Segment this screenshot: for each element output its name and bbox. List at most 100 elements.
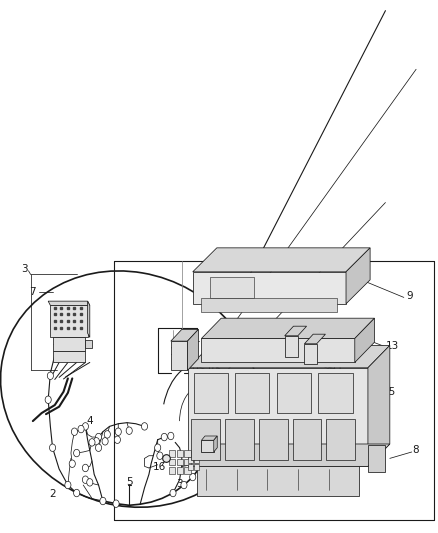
- Polygon shape: [368, 345, 390, 466]
- Circle shape: [45, 396, 51, 403]
- Polygon shape: [187, 329, 198, 370]
- Circle shape: [168, 432, 174, 440]
- Circle shape: [78, 425, 84, 433]
- Polygon shape: [201, 338, 355, 362]
- Circle shape: [74, 449, 80, 457]
- FancyBboxPatch shape: [53, 337, 85, 351]
- FancyBboxPatch shape: [177, 467, 183, 474]
- Circle shape: [93, 438, 99, 445]
- Circle shape: [115, 428, 121, 435]
- Circle shape: [170, 489, 176, 497]
- FancyBboxPatch shape: [184, 459, 191, 465]
- Circle shape: [65, 481, 71, 489]
- Polygon shape: [346, 248, 370, 304]
- Circle shape: [100, 497, 106, 505]
- Polygon shape: [171, 329, 198, 341]
- Polygon shape: [193, 272, 346, 304]
- Circle shape: [102, 438, 108, 445]
- Circle shape: [71, 428, 78, 435]
- Polygon shape: [188, 368, 368, 466]
- Circle shape: [82, 423, 88, 430]
- FancyBboxPatch shape: [53, 351, 85, 362]
- FancyBboxPatch shape: [177, 459, 183, 465]
- Text: 6: 6: [231, 382, 238, 391]
- Text: 12: 12: [350, 352, 364, 362]
- FancyBboxPatch shape: [225, 419, 254, 460]
- Circle shape: [203, 436, 209, 443]
- Circle shape: [82, 464, 88, 472]
- FancyBboxPatch shape: [191, 419, 220, 460]
- FancyBboxPatch shape: [194, 464, 199, 470]
- FancyBboxPatch shape: [184, 450, 191, 457]
- Circle shape: [95, 444, 102, 451]
- Circle shape: [49, 444, 56, 451]
- Text: 3: 3: [21, 264, 28, 274]
- FancyBboxPatch shape: [201, 440, 214, 452]
- Circle shape: [47, 372, 53, 379]
- Text: 2: 2: [49, 489, 56, 499]
- FancyBboxPatch shape: [259, 419, 288, 460]
- Circle shape: [181, 481, 187, 489]
- Circle shape: [69, 460, 75, 467]
- FancyBboxPatch shape: [277, 373, 311, 413]
- Circle shape: [87, 479, 93, 486]
- Polygon shape: [188, 444, 390, 466]
- FancyBboxPatch shape: [201, 298, 337, 312]
- Circle shape: [114, 436, 120, 443]
- Polygon shape: [304, 344, 317, 364]
- Circle shape: [141, 423, 148, 430]
- Polygon shape: [201, 318, 374, 338]
- FancyBboxPatch shape: [326, 419, 355, 460]
- FancyBboxPatch shape: [177, 450, 183, 457]
- Circle shape: [113, 500, 119, 507]
- Circle shape: [190, 473, 196, 481]
- FancyBboxPatch shape: [169, 450, 175, 457]
- Polygon shape: [285, 326, 307, 336]
- Text: 3: 3: [176, 479, 183, 489]
- Polygon shape: [304, 334, 325, 344]
- Text: 5: 5: [126, 478, 133, 487]
- Text: 13: 13: [385, 342, 399, 351]
- Circle shape: [199, 443, 205, 450]
- Text: 8: 8: [412, 446, 419, 455]
- Circle shape: [58, 321, 64, 329]
- Circle shape: [126, 427, 132, 434]
- Circle shape: [192, 449, 198, 457]
- FancyBboxPatch shape: [318, 373, 353, 413]
- Polygon shape: [188, 345, 390, 368]
- FancyBboxPatch shape: [50, 305, 88, 337]
- Polygon shape: [171, 341, 187, 370]
- Circle shape: [155, 444, 161, 451]
- FancyBboxPatch shape: [188, 464, 193, 470]
- Text: 10: 10: [206, 366, 219, 375]
- Text: 1: 1: [170, 347, 177, 357]
- FancyBboxPatch shape: [188, 457, 193, 463]
- FancyBboxPatch shape: [210, 277, 254, 298]
- Text: 4: 4: [86, 416, 93, 426]
- Polygon shape: [355, 318, 374, 362]
- FancyBboxPatch shape: [194, 373, 228, 413]
- Polygon shape: [48, 301, 90, 305]
- FancyBboxPatch shape: [169, 467, 175, 474]
- FancyBboxPatch shape: [194, 457, 199, 463]
- Circle shape: [104, 431, 110, 438]
- Text: 15: 15: [383, 387, 396, 397]
- Circle shape: [82, 476, 88, 483]
- Text: 9: 9: [406, 291, 413, 301]
- Circle shape: [74, 489, 80, 497]
- Text: 14: 14: [370, 376, 383, 386]
- Circle shape: [157, 452, 163, 459]
- FancyBboxPatch shape: [293, 419, 321, 460]
- Polygon shape: [285, 336, 298, 357]
- Polygon shape: [201, 436, 217, 440]
- FancyBboxPatch shape: [169, 459, 175, 465]
- Polygon shape: [197, 466, 359, 496]
- Polygon shape: [368, 445, 385, 472]
- FancyBboxPatch shape: [235, 373, 269, 413]
- Text: 7: 7: [29, 287, 36, 297]
- Text: 11: 11: [331, 364, 344, 374]
- Circle shape: [89, 439, 95, 446]
- Polygon shape: [88, 301, 90, 337]
- FancyBboxPatch shape: [184, 467, 191, 474]
- Text: 1: 1: [191, 347, 198, 357]
